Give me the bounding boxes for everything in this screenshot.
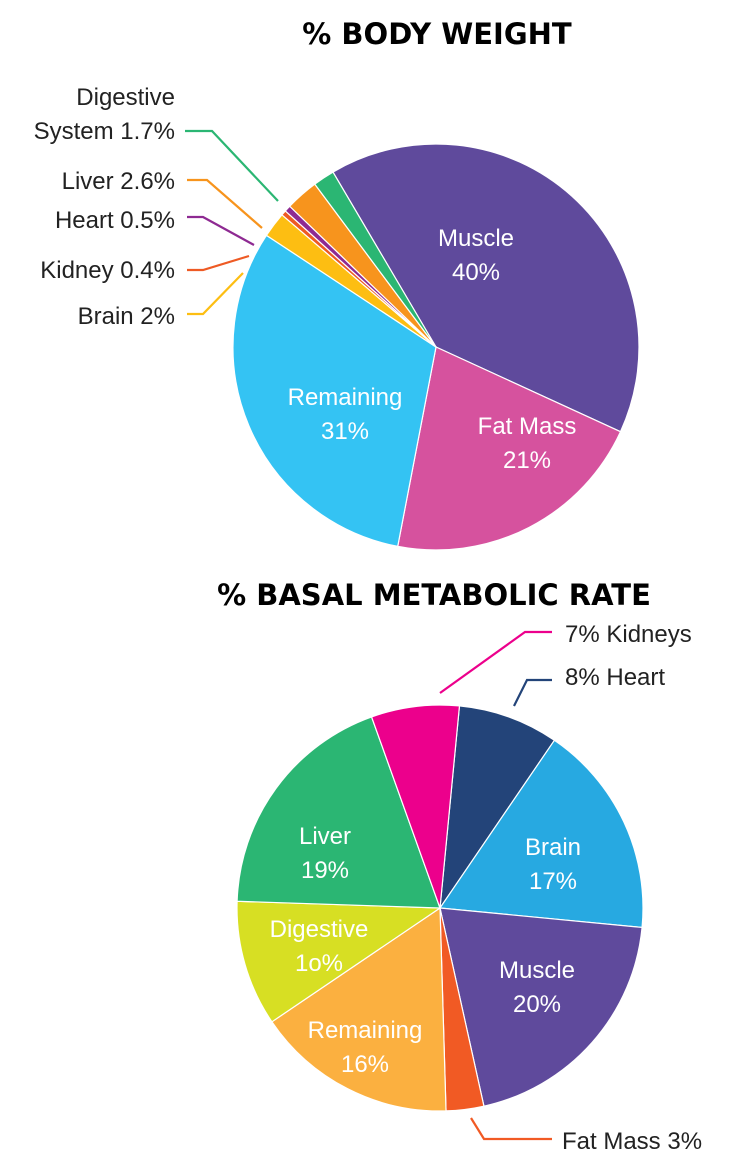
- body-weight-label-fat: Fat Mass 21%: [478, 413, 577, 474]
- body-weight-slice-fat: [397, 346, 622, 551]
- body-weight-leader-liver: [187, 178, 263, 229]
- body-weight-label-liver: Liver 2.6%: [62, 168, 175, 195]
- basal-metabolic-rate-slice-remaining: [271, 907, 447, 1112]
- body-weight-slice-remaining: [232, 234, 437, 547]
- body-weight-leader-heart: [187, 215, 255, 246]
- basal-metabolic-rate-title: % BASAL METABOLIC RATE: [217, 578, 651, 612]
- body-weight-leader-digestive: [185, 129, 279, 202]
- body-weight-label-heart: Heart 0.5%: [55, 207, 175, 234]
- basal-metabolic-rate-slice-heart: [439, 705, 555, 909]
- body-weight-title: % BODY WEIGHT: [302, 17, 572, 51]
- basal-metabolic-rate-slice-digestive: [236, 900, 441, 1023]
- body-weight-chart: % BODY WEIGHT Muscle 40% Fat Mass 21% Remaini…: [34, 17, 640, 551]
- body-weight-slice-digestive: [314, 171, 437, 348]
- basal-metabolic-rate-label-liver: Liver 19%: [299, 823, 351, 884]
- basal-metabolic-rate-label-muscle: Muscle 20%: [499, 957, 575, 1018]
- body-weight-label-kidney: Kidney 0.4%: [40, 257, 175, 284]
- body-weight-leader-kidney: [187, 254, 250, 272]
- basal-metabolic-rate-leader-fat: [470, 1117, 552, 1141]
- body-weight-slice-muscle: [332, 143, 640, 433]
- basal-metabolic-rate-leader-heart: [513, 678, 552, 707]
- basal-metabolic-rate-leader-kidneys: [439, 630, 552, 694]
- body-weight-leader-brain: [187, 272, 244, 316]
- basal-metabolic-rate-label-heart: 8% Heart: [565, 664, 665, 691]
- basal-metabolic-rate-slice-brain: [439, 739, 644, 929]
- basal-metabolic-rate-label-kidneys: 7% Kidneys: [565, 621, 692, 648]
- body-weight-label-remaining: Remaining 31%: [288, 384, 403, 445]
- basal-metabolic-rate-label-digestive: Digestive 1o%: [270, 916, 369, 977]
- body-weight-label-muscle: Muscle 40%: [438, 225, 514, 286]
- basal-metabolic-rate-label-remaining: Remaining 16%: [308, 1017, 423, 1078]
- basal-metabolic-rate-label-fat: Fat Mass 3%: [562, 1128, 702, 1155]
- basal-metabolic-rate-label-brain: Brain 17%: [525, 834, 581, 895]
- body-weight-label-brain: Brain 2%: [78, 303, 175, 330]
- basal-metabolic-rate-slice-liver: [236, 716, 441, 909]
- basal-metabolic-rate-chart: % BASAL METABOLIC RATE 8% Heart Brain 17% Mu…: [217, 578, 702, 1155]
- body-weight-label-digestive: Digestive System 1.7%: [34, 84, 175, 145]
- basal-metabolic-rate-slice-muscle: [439, 907, 643, 1107]
- basal-metabolic-rate-slice-kidneys: [370, 704, 461, 909]
